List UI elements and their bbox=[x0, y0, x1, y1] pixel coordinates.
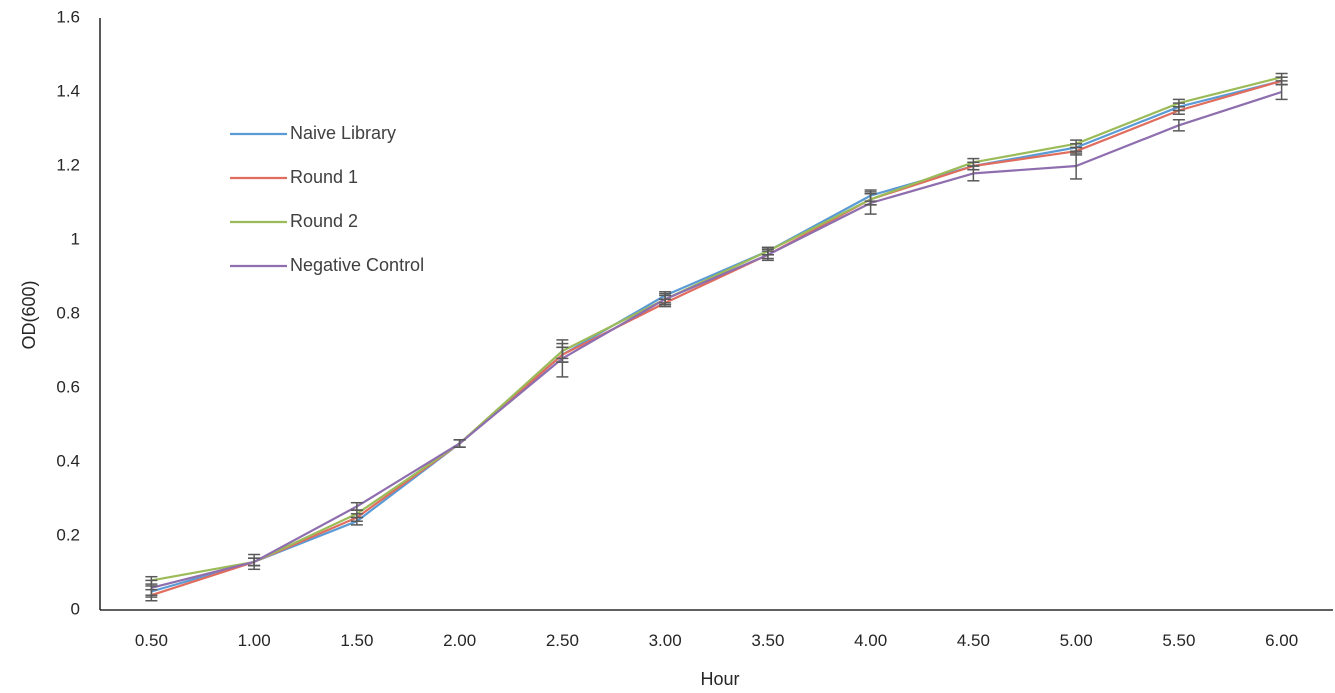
error-bar bbox=[1070, 152, 1083, 180]
y-tick-label: 1.6 bbox=[56, 7, 80, 26]
axes bbox=[99, 18, 1333, 611]
y-tick-label: 0 bbox=[71, 599, 80, 618]
legend-label: Round 2 bbox=[290, 211, 358, 231]
legend-item: Round 1 bbox=[230, 167, 358, 187]
error-bars bbox=[145, 72, 1288, 602]
error-bar bbox=[1172, 98, 1185, 108]
series-line-2 bbox=[151, 79, 1282, 597]
error-bar bbox=[350, 501, 363, 511]
y-axis-ticks: 0 0.2 0.4 0.6 0.8 1 1.2 1.4 1.6 bbox=[56, 7, 80, 618]
y-tick-label: 1.4 bbox=[56, 81, 80, 100]
x-tick-label: 5.50 bbox=[1162, 631, 1195, 650]
error-bar bbox=[761, 248, 774, 262]
x-axis-label: Hour bbox=[700, 669, 739, 689]
x-tick-label: 0.50 bbox=[135, 631, 168, 650]
error-bar bbox=[1070, 139, 1083, 149]
x-tick-label: 4.50 bbox=[957, 631, 990, 650]
y-tick-label: 0.2 bbox=[56, 525, 80, 544]
error-bar bbox=[1275, 83, 1288, 101]
error-bar bbox=[453, 439, 466, 448]
error-bar bbox=[659, 292, 672, 306]
x-tick-label: 4.00 bbox=[854, 631, 887, 650]
y-tick-label: 0.4 bbox=[56, 451, 80, 470]
x-tick-label: 6.00 bbox=[1265, 631, 1298, 650]
x-tick-label: 3.00 bbox=[649, 631, 682, 650]
error-bar bbox=[864, 191, 877, 215]
legend-item: Naive Library bbox=[230, 123, 396, 143]
y-tick-label: 0.6 bbox=[56, 377, 80, 396]
series-line-1 bbox=[151, 79, 1282, 593]
x-tick-label: 2.50 bbox=[546, 631, 579, 650]
y-tick-label: 1 bbox=[71, 229, 80, 248]
x-tick-label: 5.00 bbox=[1060, 631, 1093, 650]
y-tick-label: 1.2 bbox=[56, 155, 80, 174]
x-tick-label: 1.00 bbox=[238, 631, 271, 650]
y-axis-label: OD(600) bbox=[19, 280, 39, 349]
error-bar bbox=[248, 553, 261, 571]
series-line-4 bbox=[151, 90, 1282, 589]
legend-item: Negative Control bbox=[230, 255, 424, 275]
legend-item: Round 2 bbox=[230, 211, 358, 231]
y-tick-label: 0.8 bbox=[56, 303, 80, 322]
legend-label: Negative Control bbox=[290, 255, 424, 275]
error-bar bbox=[556, 339, 569, 378]
x-tick-label: 2.00 bbox=[443, 631, 476, 650]
error-bar bbox=[1275, 72, 1288, 82]
error-bar bbox=[1172, 119, 1185, 132]
x-axis-ticks: 0.50 1.00 1.50 2.00 2.50 3.00 3.50 4.00 4.50 5.00… bbox=[135, 631, 1298, 650]
series-line-3 bbox=[151, 76, 1282, 582]
error-bar bbox=[967, 165, 980, 182]
legend-label: Naive Library bbox=[290, 123, 396, 143]
legend-label: Round 1 bbox=[290, 167, 358, 187]
legend: Naive Library Round 1 Round 2 Negative Cont… bbox=[230, 123, 424, 275]
x-tick-label: 1.50 bbox=[340, 631, 373, 650]
error-bar bbox=[145, 579, 158, 596]
series-layer bbox=[151, 76, 1282, 597]
y-axis-title: OD(600) bbox=[19, 280, 39, 349]
x-tick-label: 3.50 bbox=[751, 631, 784, 650]
